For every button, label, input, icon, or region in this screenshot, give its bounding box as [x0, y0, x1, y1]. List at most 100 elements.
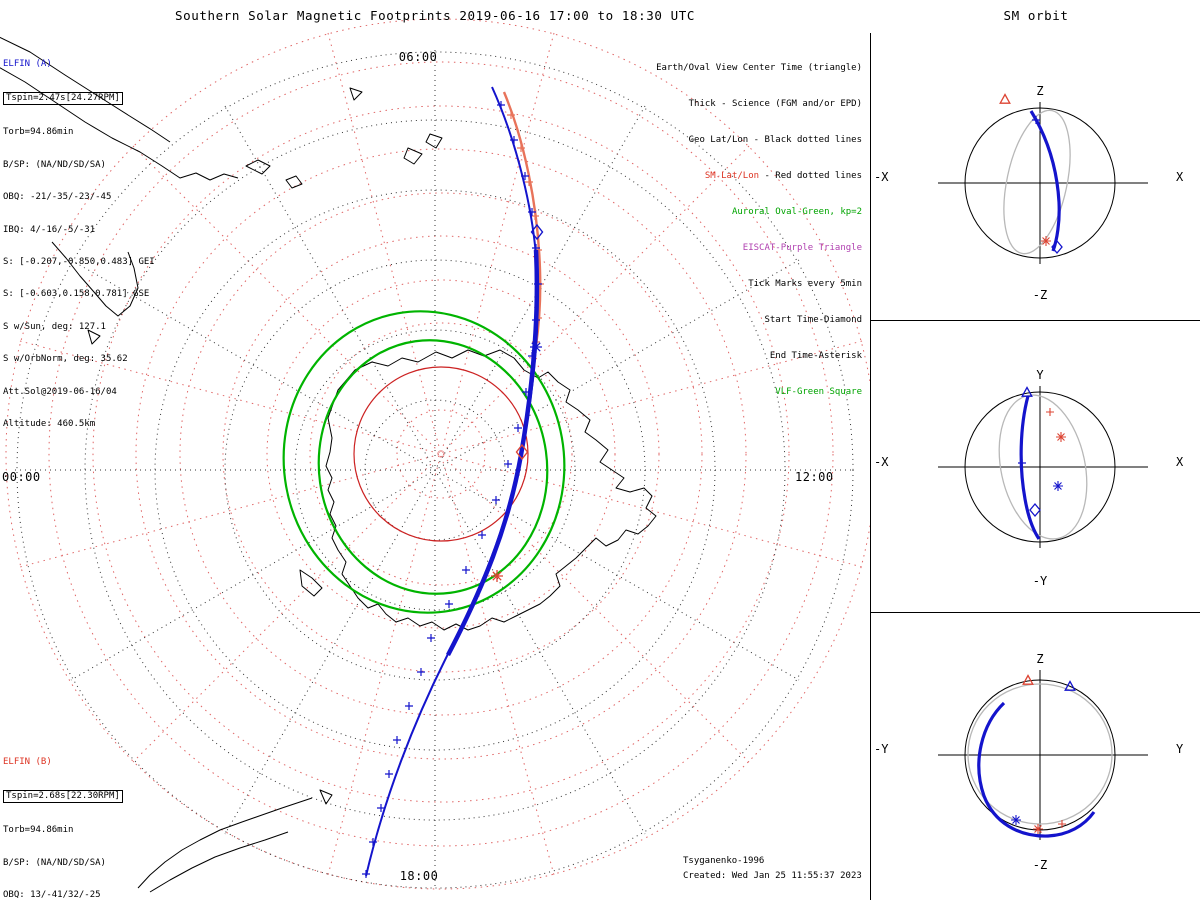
left-island	[87, 329, 101, 345]
geo-grid	[15, 50, 855, 890]
panel3-axis-left: -Y	[874, 742, 889, 756]
mlt-label-0000: 00:00	[2, 470, 41, 484]
elfin-b-bsp: B/SP: (NA/ND/SD/SA)	[3, 857, 106, 868]
panel2-axis-bottom: -Y	[1032, 574, 1048, 588]
view-center-triangle-b	[999, 93, 1011, 104]
tick-plus-salmon	[1058, 820, 1066, 828]
panel2-axis-top: Y	[1036, 368, 1044, 382]
panel2-axis-right: X	[1176, 455, 1184, 469]
sm-orbit-title: SM orbit	[1003, 8, 1069, 23]
legend-geo: Geo Lat/Lon - Black dotted lines	[688, 135, 862, 145]
science-thick-segment	[446, 249, 540, 657]
elfin-a-s-orbnorm: S w/OrbNorm, deg: 35.62	[3, 354, 128, 365]
elfin-a-obq: OBQ: -21/-35/-23/-45	[3, 192, 112, 203]
orbit-panel-xz	[938, 93, 1148, 264]
elfin-a-torb: Torb=94.86min	[3, 127, 74, 138]
tick-plus-blue	[1032, 116, 1040, 124]
elfin-a-end-asterisk	[530, 341, 542, 353]
elfin-a-5min-ticks	[362, 101, 542, 878]
elfin-b-name: ELFIN (B)	[3, 756, 52, 767]
panel3-axis-top: Z	[1036, 652, 1044, 666]
elfin-b-end-asterisk	[491, 570, 503, 582]
orbit-arc-blue	[977, 701, 1096, 838]
orbit-arc-blue	[1029, 110, 1061, 252]
elfin-a-att-sol: Att.Sol@2019-06-16/04	[3, 386, 117, 397]
view-center-triangle-b	[1022, 674, 1034, 685]
auroral-oval	[282, 310, 566, 614]
bottom-left-coast	[137, 797, 313, 889]
antarctic-peninsula-islands	[299, 569, 323, 597]
auroral-oval-outer	[282, 310, 566, 614]
mlt-label-0600: 06:00	[398, 50, 438, 64]
end-asterisk-salmon	[1033, 824, 1043, 834]
elfin-a-s-gei: S: [-0.207,-0.850,0.483] GEI	[3, 256, 155, 267]
elfin-b-tspin: Tspin=2.68s[22.30RPM]	[3, 789, 123, 803]
south-america-coast-2	[0, 36, 171, 143]
end-asterisk-salmon	[1056, 432, 1066, 442]
legend-start: Start Time-Diamond	[764, 315, 862, 325]
tick-plus-blue	[1018, 459, 1026, 467]
new-zealand-islands	[403, 133, 443, 165]
panel1-axis-bottom: -Z	[1032, 288, 1048, 302]
legend-eiscat: EISCAT-Purple Triangle	[742, 243, 862, 253]
elfin-a-altitude: Altitude: 460.5km	[3, 418, 96, 429]
elfin-b-obq: OBQ: 13/-41/32/-25	[3, 890, 101, 900]
elfin-a-track-line	[365, 86, 539, 877]
panel-divider-2	[871, 612, 1200, 613]
panel3-axis-bottom: -Z	[1032, 858, 1048, 872]
elfin-a-start-diamond	[530, 223, 544, 241]
vertical-divider	[870, 33, 871, 900]
panel1-axis-left: -X	[874, 170, 889, 184]
orbit-panel-yz	[938, 670, 1148, 840]
bottom-left-island	[319, 789, 333, 805]
south-america-coast	[0, 67, 239, 181]
legend-center-time: Earth/Oval View Center Time (triangle)	[656, 63, 862, 73]
sm-orbit-panels	[938, 93, 1148, 840]
end-asterisk-blue	[1011, 815, 1021, 825]
elfin-a-tspin: Tspin=2.47s[24.27RPM]	[3, 91, 123, 105]
bottom-left-coast-2	[149, 831, 289, 893]
elfin-b-torb: Torb=94.86min	[3, 825, 74, 836]
orbit-ellipse-gray	[1003, 109, 1071, 255]
legend-end: End Time-Asterisk	[769, 351, 862, 361]
panel3-axis-right: Y	[1176, 742, 1184, 756]
created-timestamp: Created: Wed Jan 25 11:55:37 2023	[683, 871, 862, 881]
elfin-a-bsp: B/SP: (NA/ND/SD/SA)	[3, 159, 106, 170]
orbit-arc-blue	[1019, 395, 1041, 540]
legend-vlf: VLF-Green Square	[775, 387, 862, 397]
page-title: Southern Solar Magnetic Footprints 2019-…	[174, 8, 696, 23]
elfin-a-s-gse: S: [-0.603,0.158,0.781] GSE	[3, 289, 150, 300]
panel1-axis-top: Z	[1036, 84, 1044, 98]
elfin-a-s-sun: S w/Sun, deg: 127.1	[3, 321, 106, 332]
elfin-a-ibq: IBQ: 4/-16/-5/-31	[3, 224, 96, 235]
elfin-a-name: ELFIN (A)	[3, 58, 52, 69]
small-islands-top	[349, 87, 363, 101]
elfin-a-footprint-track	[362, 86, 542, 878]
end-asterisk-blue	[1053, 481, 1063, 491]
sm-lat-solid-circle	[353, 366, 529, 542]
field-model-label: Tsyganenko-1996	[683, 856, 765, 866]
start-diamond-blue	[1029, 502, 1041, 518]
antarctica-coastline	[325, 349, 657, 631]
panel1-axis-right: X	[1176, 170, 1184, 184]
coastlines	[0, 36, 657, 893]
panel2-axis-left: -X	[874, 455, 889, 469]
left-landmass-coast	[51, 241, 139, 317]
legend-sm-suffix: - Red dotted lines	[759, 171, 862, 181]
sm-grid	[5, 18, 870, 890]
legend: Earth/Oval View Center Time (triangle) T…	[610, 38, 862, 422]
elfin-b-start-diamond	[515, 443, 529, 461]
mlt-label-1800: 18:00	[399, 869, 439, 883]
elfin-b-info-block: ELFIN (B) Tspin=2.68s[22.30RPM] Torb=94.…	[3, 735, 149, 900]
tick-plus-salmon	[1046, 408, 1054, 416]
view-center-triangle-a	[1064, 680, 1076, 691]
orbit-panel-xy	[938, 386, 1148, 548]
view-center-triangle-a	[1021, 386, 1033, 397]
mlt-label-1200: 12:00	[795, 470, 834, 484]
legend-oval: Auroral Oval-Green, kp=2	[731, 207, 862, 217]
tierra-del-fuego-islands	[245, 159, 303, 189]
legend-ticks: Tick Marks every 5min	[748, 279, 862, 289]
end-asterisk-salmon	[1041, 236, 1051, 246]
elfin-a-info-block: ELFIN (A) Tspin=2.47s[24.27RPM] Torb=94.…	[3, 37, 155, 451]
